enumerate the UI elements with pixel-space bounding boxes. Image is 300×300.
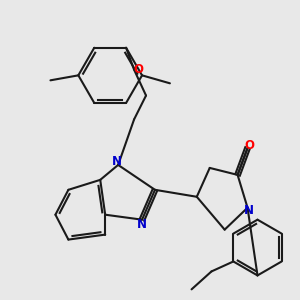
Text: O: O — [244, 139, 254, 152]
Text: N: N — [244, 204, 254, 217]
Text: N: N — [137, 218, 147, 231]
Text: O: O — [134, 63, 144, 76]
Text: N: N — [112, 155, 122, 168]
